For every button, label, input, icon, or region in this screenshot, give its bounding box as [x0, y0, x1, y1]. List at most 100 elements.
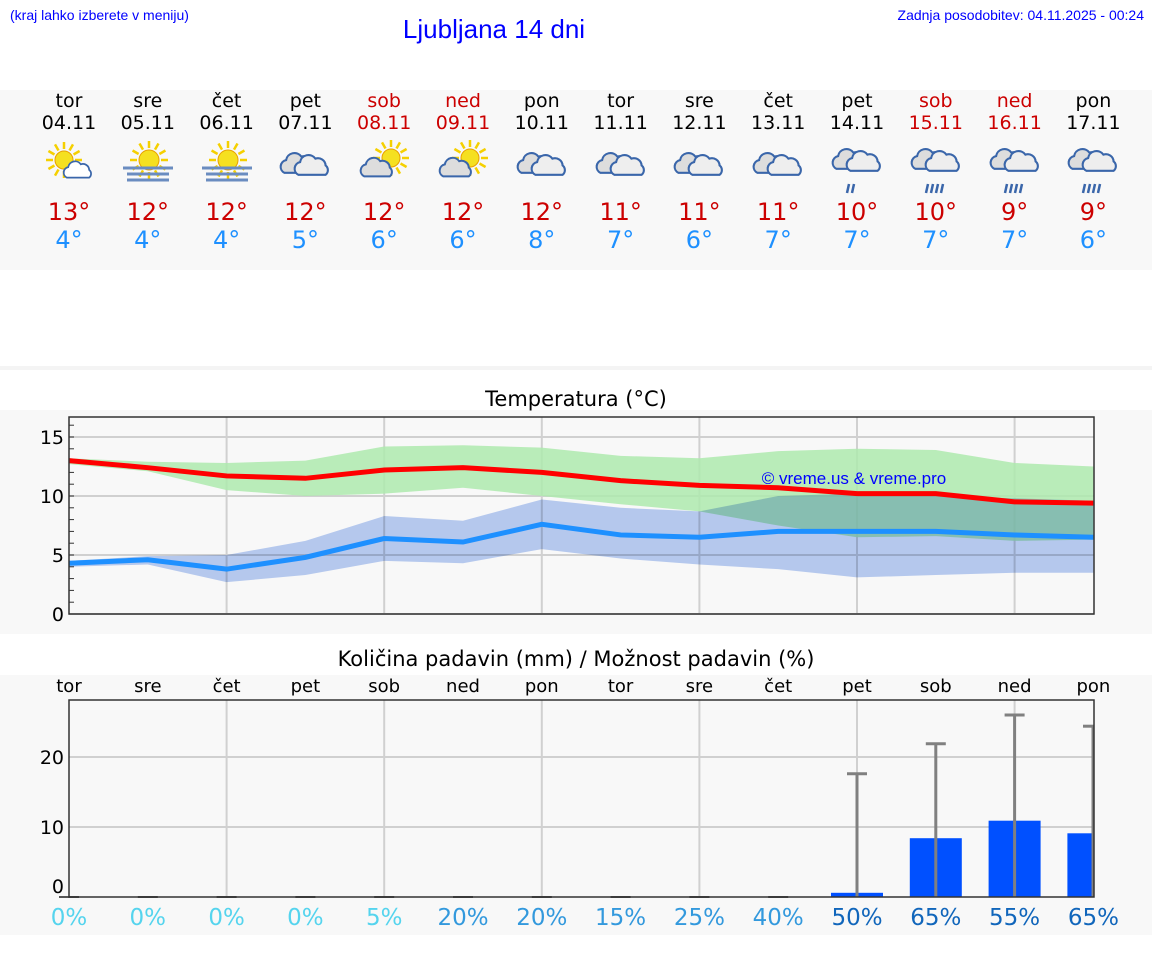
- precip-day-label: tor: [607, 676, 634, 697]
- day-name: čet: [763, 90, 793, 112]
- precip-day-label: pet: [842, 676, 872, 697]
- page-title: Ljubljana 14 dni: [402, 14, 586, 44]
- precip-probability: 25%: [673, 905, 725, 931]
- day-name: ned: [996, 90, 1033, 112]
- max-temp: 13°: [47, 198, 91, 226]
- precip-day-label: pon: [524, 676, 559, 697]
- temperature-plot-frame: [68, 416, 1095, 615]
- min-temp: 5°: [291, 226, 320, 254]
- temp-y-tick-label: 5: [52, 545, 64, 567]
- rain-icon: [980, 138, 1050, 196]
- rain-icon: [901, 138, 971, 196]
- day-date: 08.11: [356, 112, 412, 134]
- rain-icon: [1058, 138, 1128, 196]
- last-updated: Zadnja posodobitev: 04.11.2025 - 00:24: [897, 7, 1144, 23]
- min-temp: 7°: [1000, 226, 1029, 254]
- day-name: sre: [684, 90, 714, 112]
- temp-y-tick-label: 15: [40, 427, 64, 449]
- region-hint: (kraj lahko izberete v meniju): [10, 7, 189, 23]
- min-temp-range-band: [69, 493, 1094, 583]
- precip-probability: 40%: [752, 905, 804, 931]
- cloudy-icon: [664, 138, 734, 196]
- day-name: sob: [919, 90, 953, 112]
- day-name: sob: [367, 90, 401, 112]
- precip-day-label: sob: [919, 676, 952, 697]
- min-temp: 7°: [764, 226, 792, 254]
- precip-day-label: ned: [446, 676, 480, 697]
- precip-probability: 65%: [1067, 905, 1119, 931]
- precip-y-tick-label: 20: [40, 747, 64, 769]
- precip-probability: 50%: [831, 905, 883, 931]
- precip-probability: 20%: [516, 905, 568, 931]
- precip-probability: 0%: [208, 905, 245, 931]
- precip-day-label: čet: [212, 676, 241, 697]
- min-temp: 6°: [685, 226, 714, 254]
- day-date: 15.11: [908, 112, 963, 134]
- max-temp: 12°: [441, 198, 485, 226]
- precip-y-tick-label: 10: [40, 817, 64, 839]
- max-temp: 10°: [914, 198, 958, 226]
- precip-day-label: tor: [56, 676, 82, 697]
- day-date: 05.11: [120, 112, 175, 134]
- divider: [0, 366, 1152, 370]
- day-name: tor: [55, 90, 83, 112]
- forecast-strip: [0, 90, 1152, 270]
- day-date: 14.11: [829, 112, 885, 134]
- cloudy-icon: [586, 138, 656, 196]
- min-temp: 7°: [606, 226, 635, 254]
- day-name: pon: [523, 90, 560, 112]
- precip-probability: 0%: [287, 905, 324, 931]
- max-temp: 9°: [1079, 198, 1108, 226]
- min-temp: 4°: [134, 226, 162, 254]
- max-temp-line: [68, 458, 1094, 506]
- precip-day-label: sre: [134, 676, 162, 697]
- max-temp: 10°: [835, 198, 879, 226]
- precip-day-label: čet: [764, 676, 793, 697]
- temp-y-tick-label: 10: [40, 486, 64, 508]
- max-temp: 11°: [678, 198, 721, 226]
- day-name: tor: [607, 90, 635, 112]
- sun-fog-icon: [192, 138, 262, 196]
- min-temp: 6°: [370, 226, 398, 254]
- copyright-annotation: © vreme.us & vreme.pro: [762, 469, 946, 488]
- day-date: 12.11: [672, 112, 727, 134]
- max-temp: 12°: [284, 198, 327, 226]
- day-name: pet: [289, 90, 321, 112]
- day-name: ned: [445, 90, 481, 112]
- min-temp: 6°: [449, 226, 477, 254]
- day-date: 17.11: [1066, 112, 1121, 134]
- max-temp: 11°: [599, 198, 642, 226]
- day-date: 07.11: [278, 112, 333, 134]
- cloud-sun-icon: [349, 138, 419, 196]
- min-temp: 7°: [922, 226, 950, 254]
- precip-day-label: ned: [997, 676, 1032, 697]
- day-date: 06.11: [199, 112, 254, 134]
- precip-plot-frame: [68, 699, 1095, 898]
- precip-day-label: sre: [685, 676, 714, 697]
- day-name: pet: [841, 90, 873, 112]
- temperature-chart-title: Temperatura (°C): [485, 387, 667, 411]
- day-date: 09.11: [435, 112, 491, 134]
- day-date: 10.11: [514, 112, 569, 134]
- precip-probability: 15%: [595, 905, 647, 931]
- max-temp: 12°: [205, 198, 248, 226]
- sun-fog-icon: [113, 138, 183, 196]
- precip-day-label: pet: [290, 676, 321, 697]
- temp-y-tick-label: 0: [52, 604, 64, 626]
- precip-day-label: sob: [368, 676, 401, 697]
- day-date: 11.11: [593, 112, 648, 134]
- precip-probability: 65%: [910, 905, 962, 931]
- min-temp: 4°: [55, 226, 83, 254]
- precip-probability: 0%: [50, 905, 88, 931]
- precip-y-tick-label: 0: [52, 876, 64, 898]
- max-temp: 11°: [756, 198, 800, 226]
- precipitation-chart-title: Količina padavin (mm) / Možnost padavin …: [337, 647, 815, 671]
- day-date: 13.11: [750, 112, 806, 134]
- max-temp: 12°: [362, 198, 406, 226]
- day-name: sre: [133, 90, 163, 112]
- precip-probability: 5%: [365, 905, 403, 931]
- min-temp: 7°: [843, 226, 871, 254]
- min-temp: 6°: [1079, 226, 1108, 254]
- min-temp: 8°: [528, 226, 556, 254]
- precip-probability: 55%: [989, 905, 1041, 931]
